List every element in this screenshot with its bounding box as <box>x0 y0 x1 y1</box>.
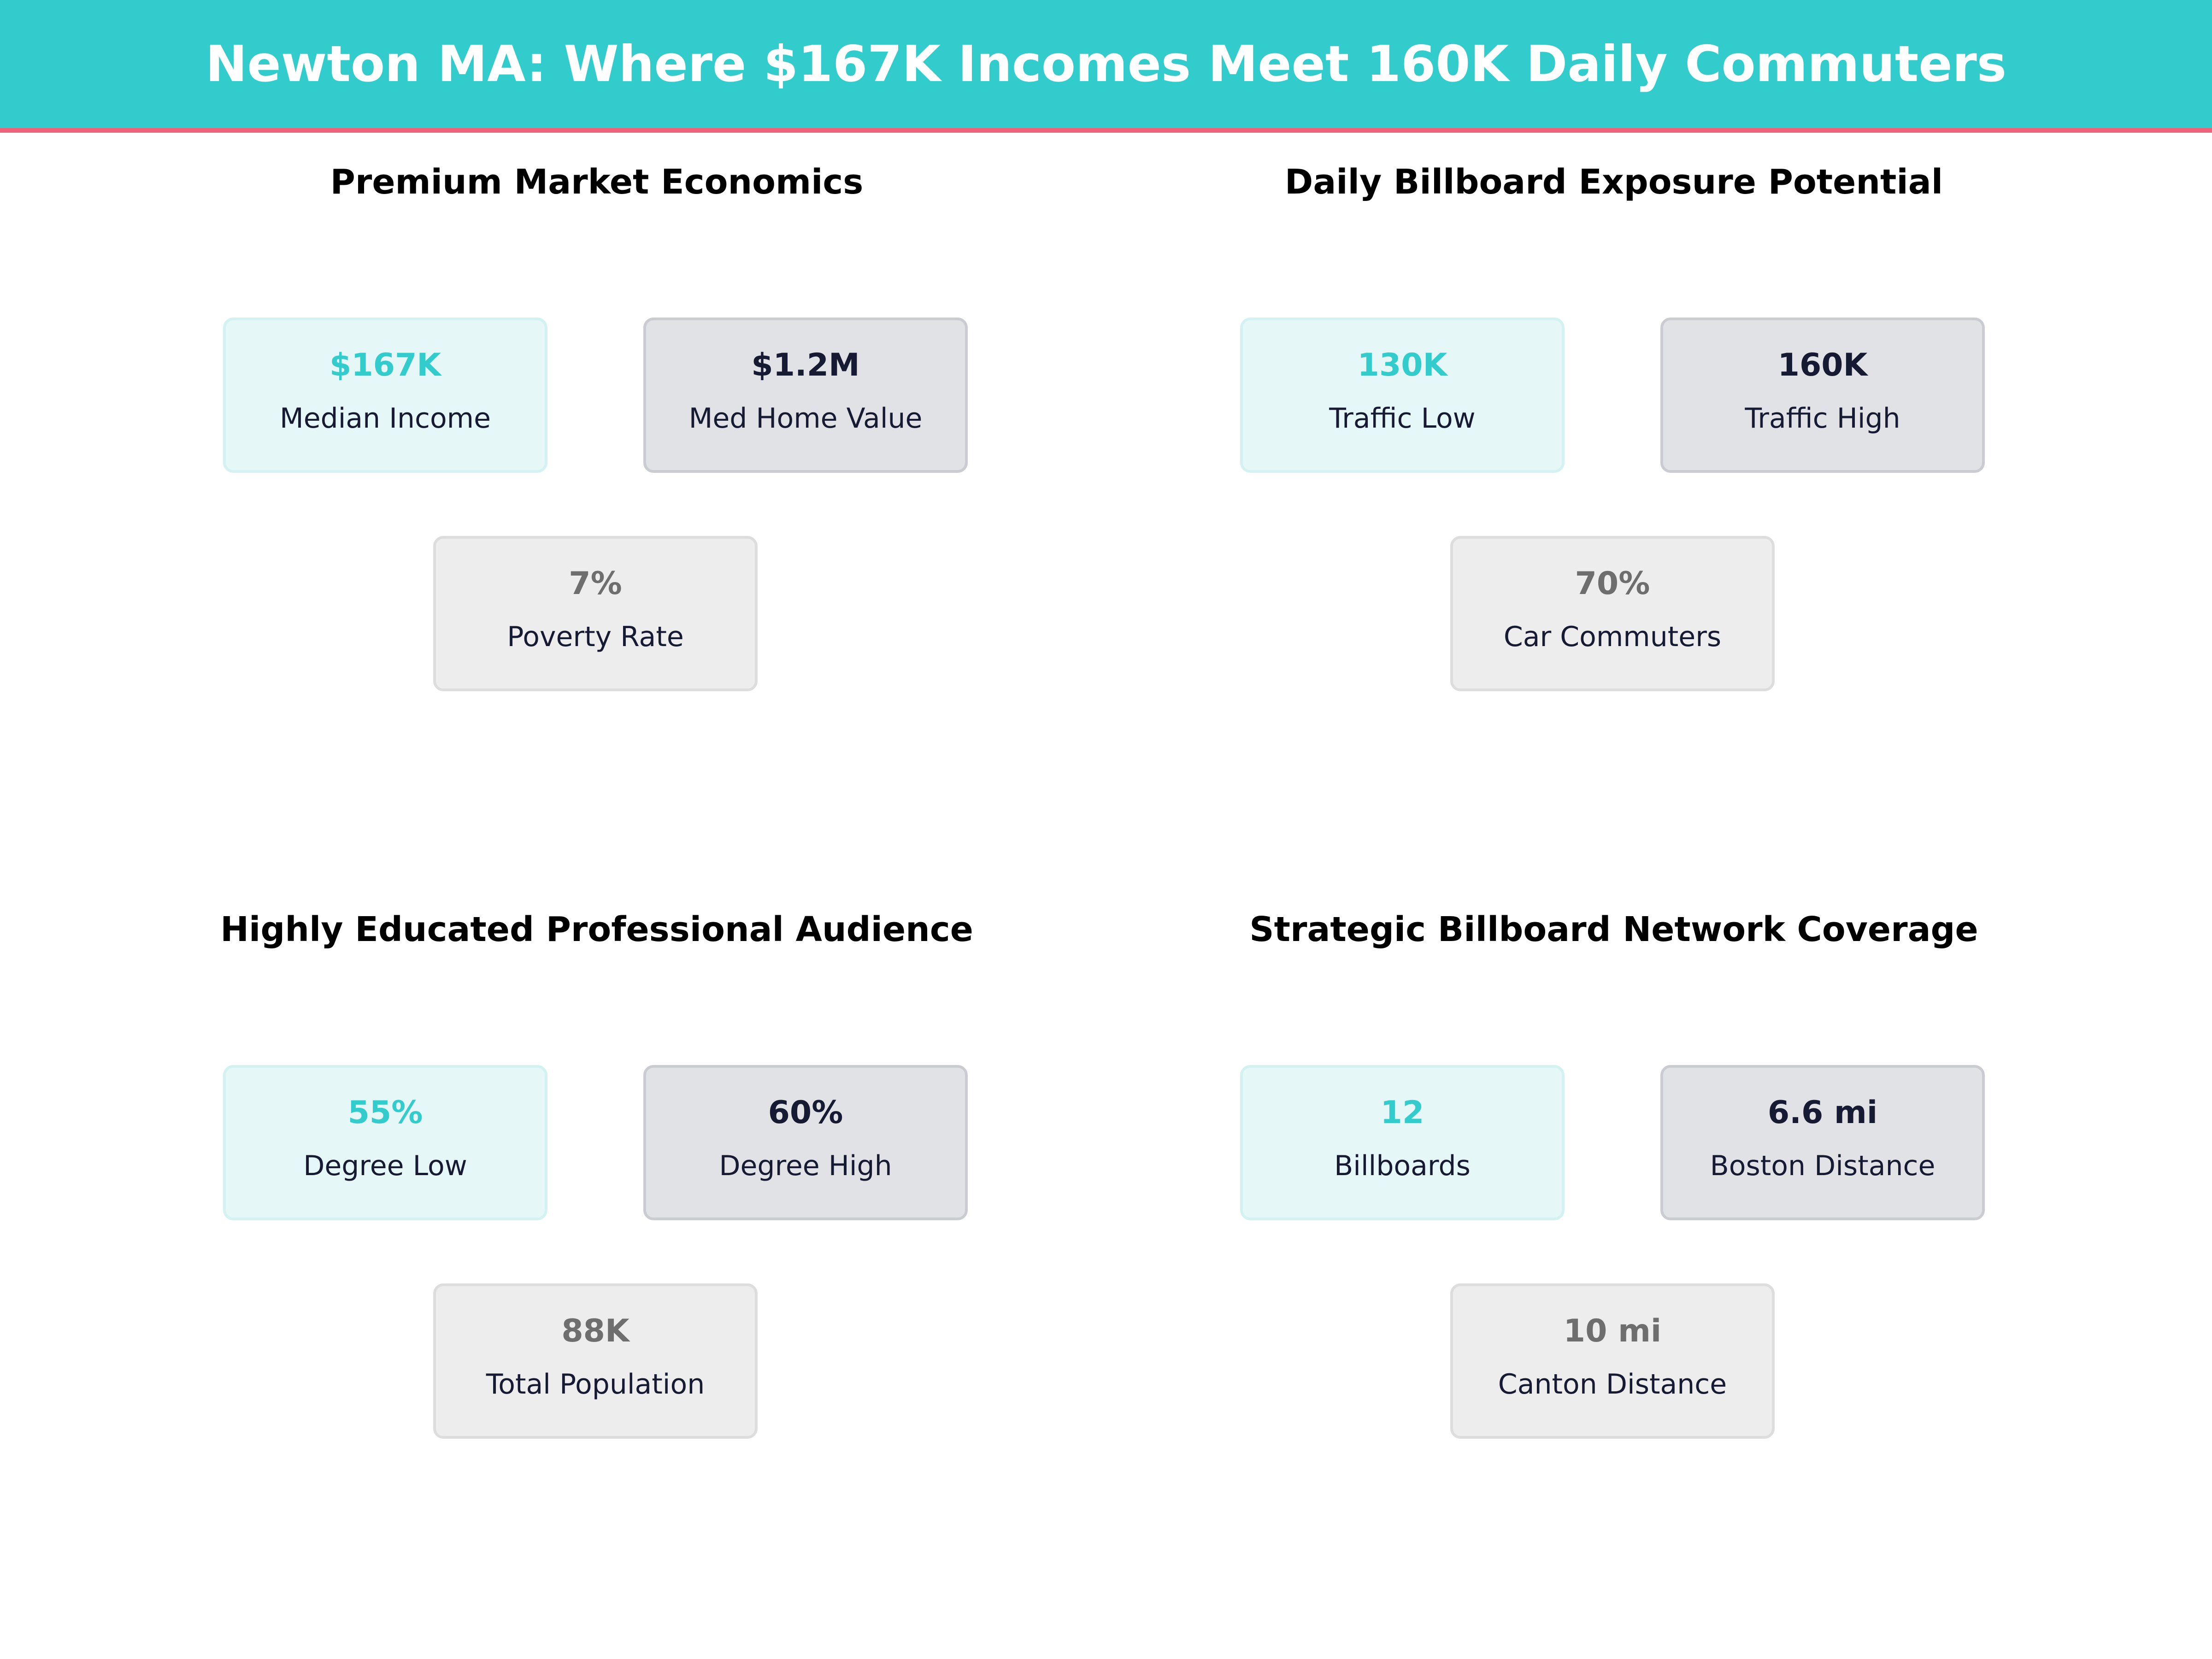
metric-value: 70% <box>1575 565 1650 602</box>
metric-label: Degree Low <box>303 1150 467 1182</box>
metric-value: 10 mi <box>1563 1313 1662 1349</box>
metric-value: $1.2M <box>751 347 860 383</box>
metric-value: 130K <box>1357 347 1447 383</box>
metric-label: Poverty Rate <box>507 621 684 653</box>
panel-title: Strategic Billboard Network Coverage <box>1249 910 1978 949</box>
metric-value: 60% <box>768 1094 843 1131</box>
metric-label: Car Commuters <box>1503 621 1722 653</box>
metric-value: 160K <box>1777 347 1868 383</box>
metric-value: 55% <box>347 1094 423 1131</box>
panel-title: Daily Billboard Exposure Potential <box>1284 162 1943 202</box>
metric-card: 10 mi Canton Distance <box>1450 1283 1775 1439</box>
metric-card: 70% Car Commuters <box>1450 536 1775 691</box>
metric-card: 7% Poverty Rate <box>433 536 758 691</box>
metric-label: Canton Distance <box>1498 1368 1727 1400</box>
metric-label: Median Income <box>279 402 491 435</box>
metric-label: Boston Distance <box>1710 1150 1936 1182</box>
panel-title: Highly Educated Professional Audience <box>220 910 973 949</box>
metric-card: $1.2M Med Home Value <box>643 318 968 473</box>
page-title: Newton MA: Where $167K Incomes Meet 160K… <box>205 35 2007 93</box>
metric-label: Med Home Value <box>688 402 923 435</box>
metric-label: Traffic High <box>1745 402 1900 435</box>
metric-label: Traffic Low <box>1329 402 1476 435</box>
metric-label: Degree High <box>719 1150 892 1182</box>
metric-label: Total Population <box>486 1368 705 1400</box>
header-banner: Newton MA: Where $167K Incomes Meet 160K… <box>0 0 2212 133</box>
metric-card: $167K Median Income <box>223 318 547 473</box>
metric-card: 130K Traffic Low <box>1240 318 1565 473</box>
metric-card: 12 Billboards <box>1240 1065 1565 1220</box>
metric-card: 88K Total Population <box>433 1283 758 1439</box>
panel-title: Premium Market Economics <box>330 162 864 202</box>
metric-value: 88K <box>561 1313 629 1349</box>
metric-value: 6.6 mi <box>1767 1094 1878 1131</box>
metric-label: Billboards <box>1334 1150 1471 1182</box>
metric-card: 6.6 mi Boston Distance <box>1660 1065 1985 1220</box>
metric-card: 60% Degree High <box>643 1065 968 1220</box>
metric-value: 12 <box>1380 1094 1424 1131</box>
metric-card: 55% Degree Low <box>223 1065 547 1220</box>
metric-value: $167K <box>329 347 441 383</box>
metric-value: 7% <box>569 565 622 602</box>
metric-card: 160K Traffic High <box>1660 318 1985 473</box>
